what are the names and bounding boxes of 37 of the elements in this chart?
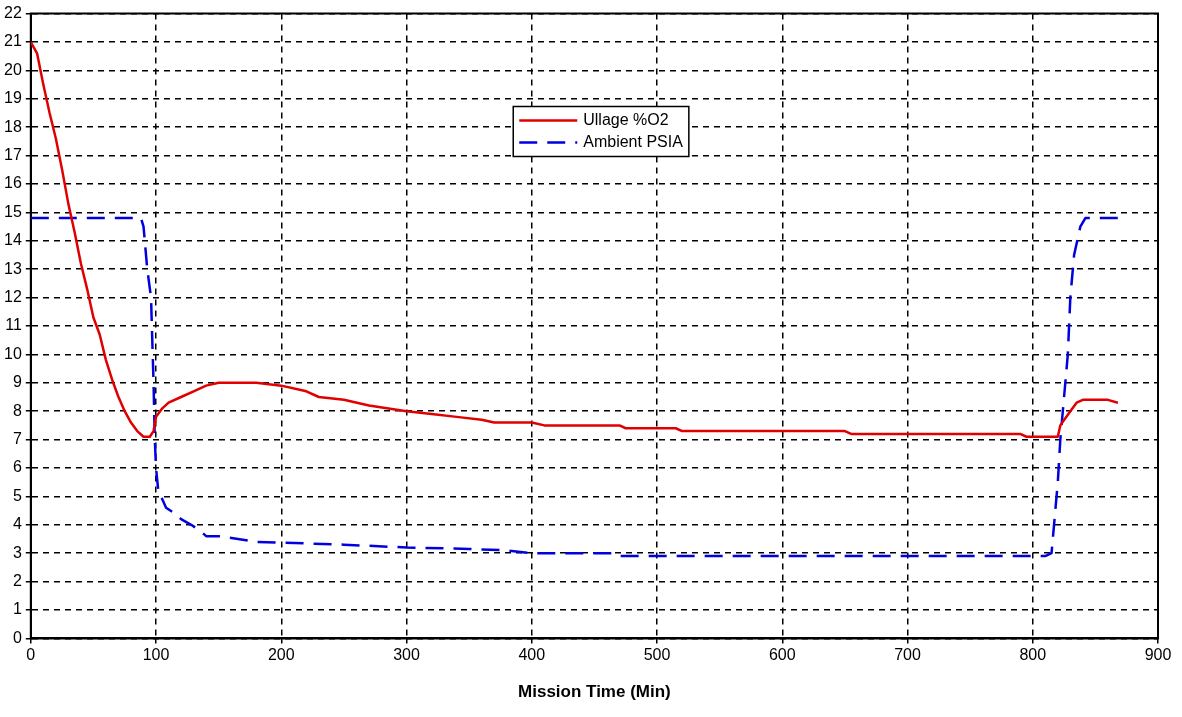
y-tick-label: 11: [5, 316, 22, 334]
y-tick-label: 8: [12, 401, 22, 419]
x-tick-label: 500: [643, 646, 671, 664]
x-tick-label: 300: [393, 646, 420, 664]
y-tick-label: 20: [4, 60, 22, 78]
y-tick-label: 0: [12, 628, 22, 646]
y-tick-label: 16: [4, 174, 22, 192]
legend-label: Ambient PSIA: [583, 133, 684, 151]
y-tick-label: 15: [4, 202, 22, 220]
x-tick-label: 800: [1019, 646, 1047, 664]
y-tick-label: 13: [4, 259, 22, 277]
x-tick-label: 900: [1144, 646, 1172, 664]
y-tick-label: 19: [4, 89, 22, 107]
y-tick-label: 2: [12, 572, 22, 590]
x-tick-label: 200: [267, 646, 295, 664]
y-tick-label: 10: [4, 344, 22, 362]
x-axis-title: Mission Time (Min): [518, 682, 671, 702]
y-tick-label: 21: [4, 32, 22, 50]
x-tick-label: 700: [894, 646, 921, 664]
line-series: [30, 216, 1120, 558]
legend-label: Ullage %O2: [583, 111, 669, 129]
y-tick-label: 5: [12, 486, 22, 504]
y-tick-label: 9: [12, 373, 22, 391]
x-tick-label: 600: [768, 646, 796, 664]
x-tick-label: 0: [26, 646, 36, 664]
y-tick-label: 18: [4, 117, 22, 135]
x-tick-label: 100: [142, 646, 170, 664]
y-tick-label: 3: [12, 543, 22, 561]
y-tick-label: 6: [12, 458, 22, 476]
y-tick-label: 7: [12, 430, 22, 448]
y-tick-label: 4: [12, 515, 22, 533]
x-tick-label: 400: [518, 646, 546, 664]
y-tick-label: 1: [12, 600, 22, 618]
y-tick-label: 17: [4, 146, 22, 164]
y-tick-label: 22: [4, 4, 22, 22]
y-tick-label: 12: [4, 288, 22, 306]
y-tick-label: 14: [4, 231, 22, 249]
